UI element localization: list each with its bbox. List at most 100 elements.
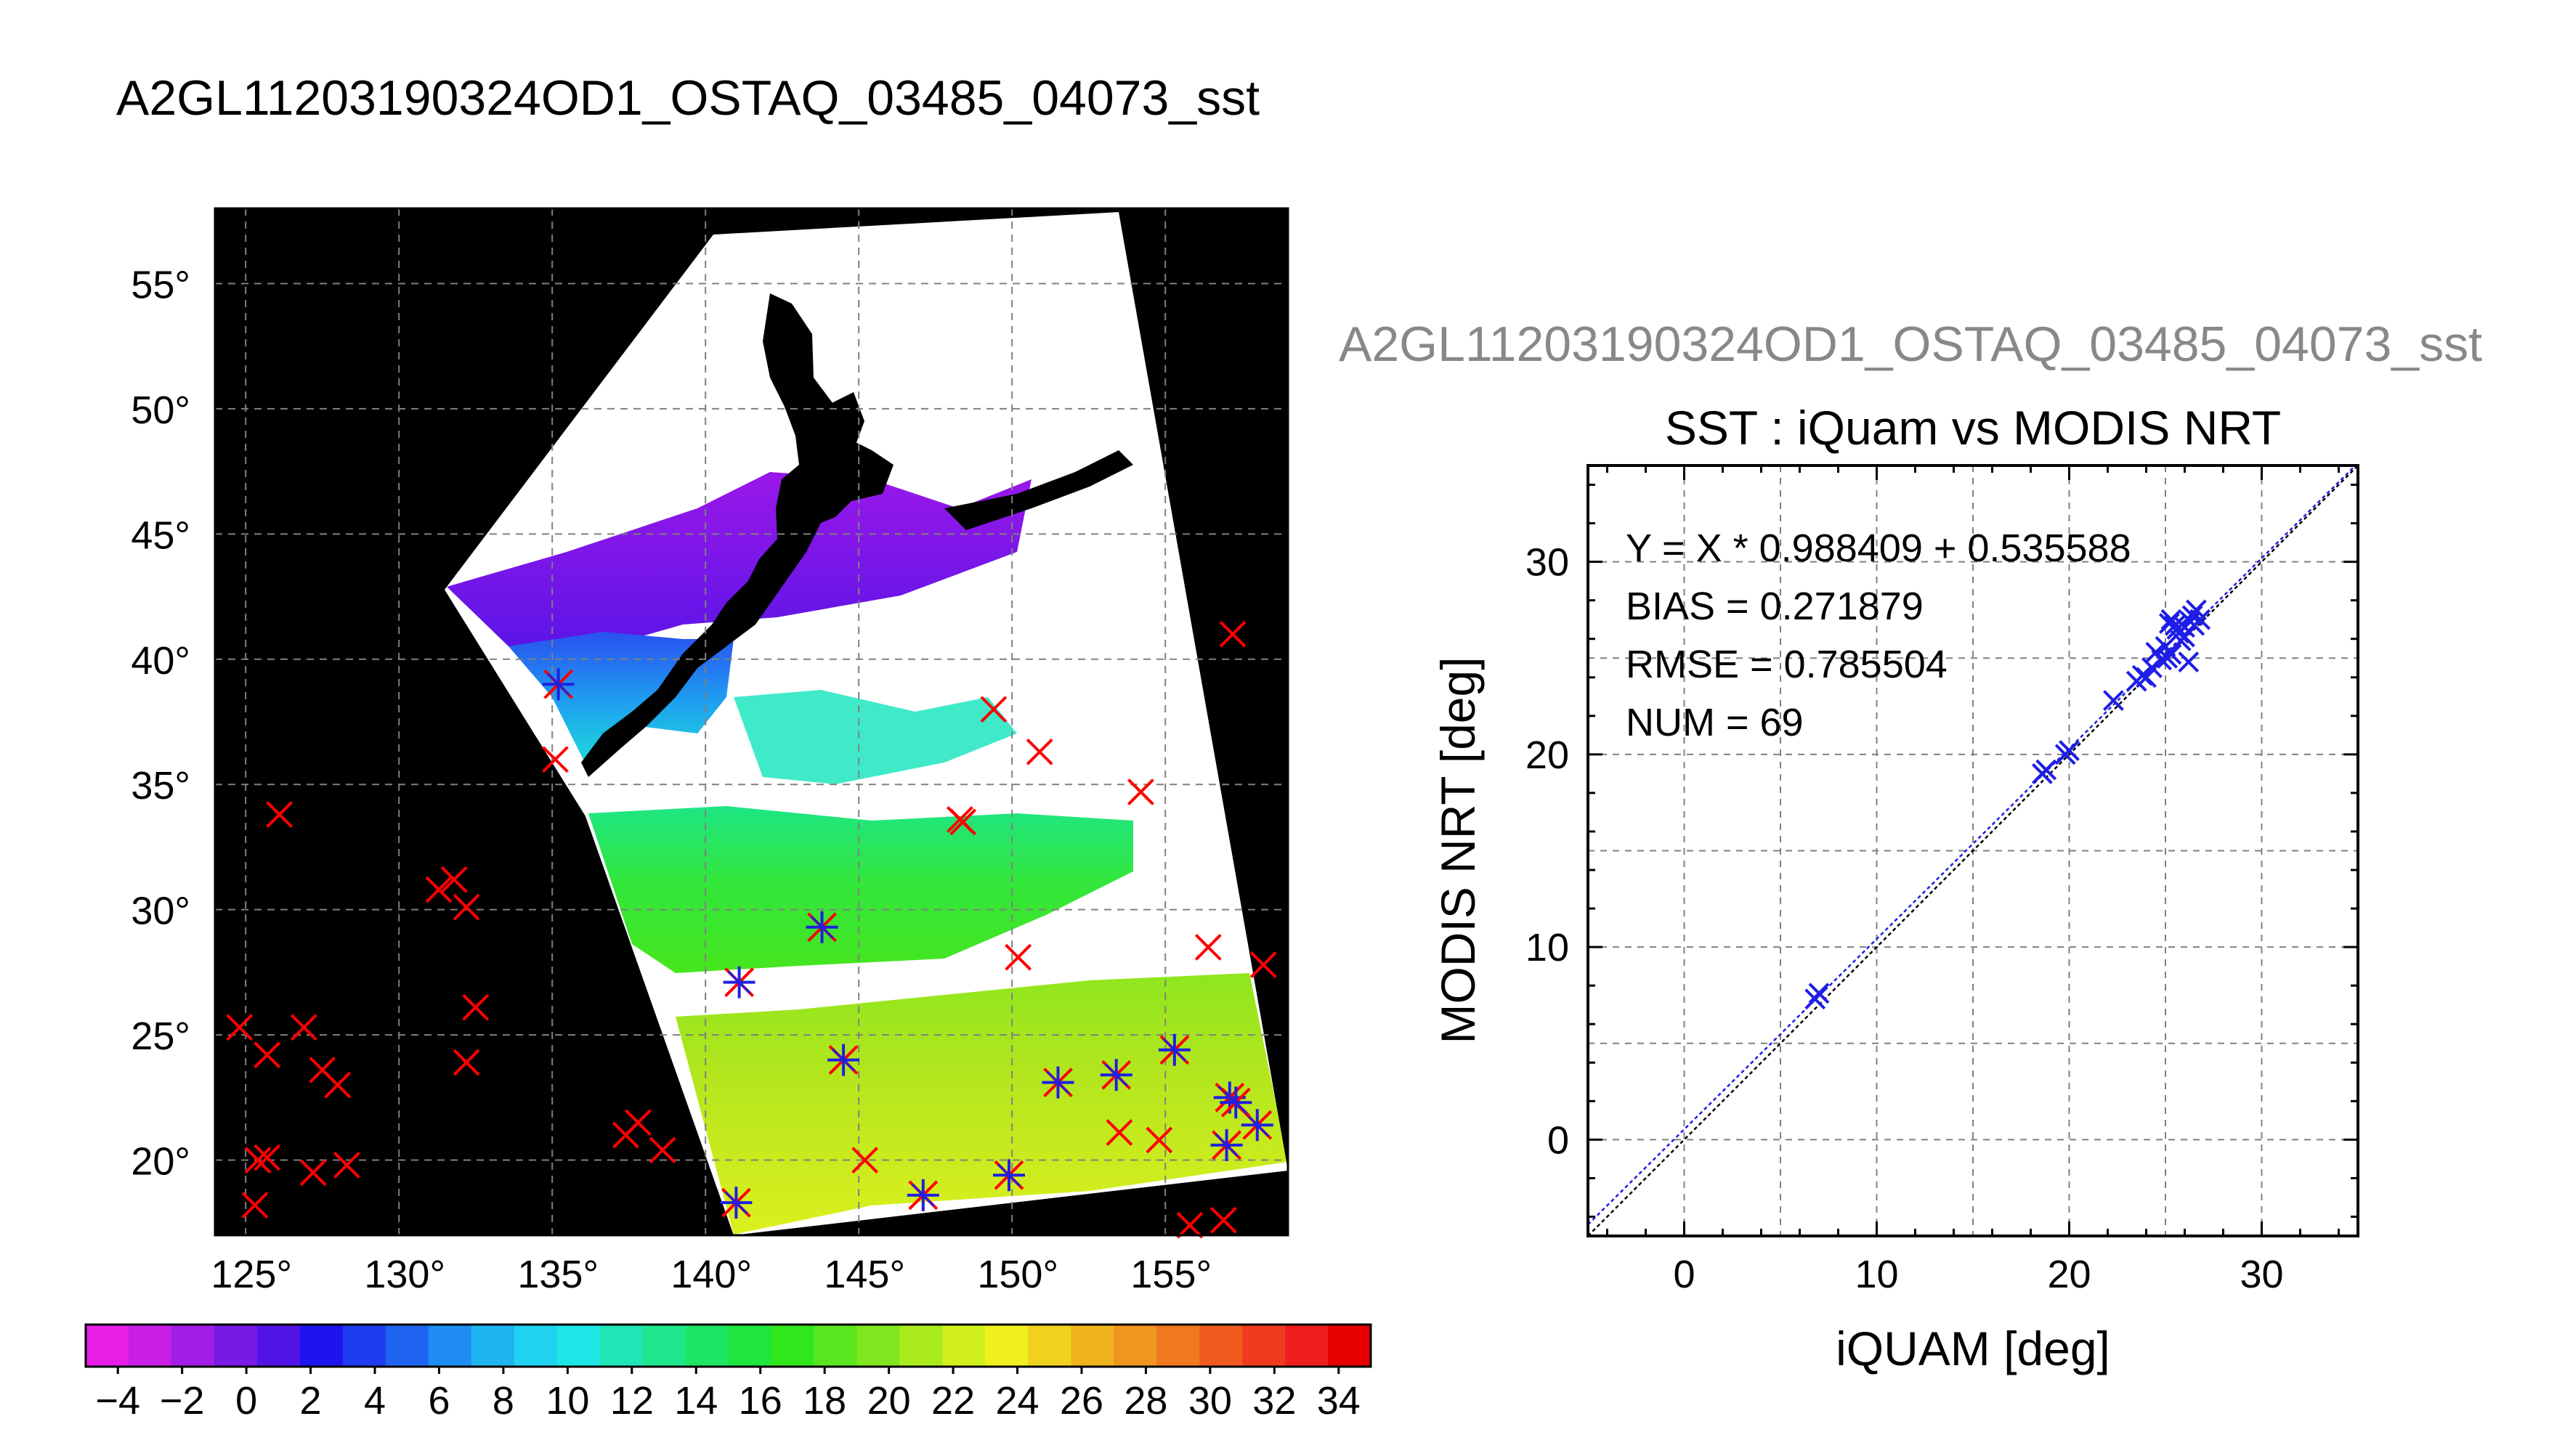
colorbar-label: 34	[1317, 1379, 1361, 1423]
iquam-obs-marker	[241, 1192, 269, 1219]
scatter-point-stroke	[2151, 649, 2173, 671]
scatter-title: SST : iQuam vs MODIS NRT	[1665, 401, 2281, 455]
colorbar-cell	[1328, 1325, 1371, 1367]
iquam-obs-marker	[1005, 943, 1032, 971]
colorbar: −4 −2 0 2 4 6 8 10 12 14 16 18 20 22 24 26 28 30 32 34	[84, 1323, 1372, 1423]
iquam-obs-marker	[949, 808, 977, 836]
colorbar-label: 12	[610, 1379, 654, 1423]
colorbar-cell	[856, 1325, 900, 1367]
colorbar-cell	[1285, 1325, 1329, 1367]
colorbar-label: 6	[428, 1379, 450, 1423]
matchup-marker-stroke	[810, 915, 834, 939]
iquam-obs-marker	[1026, 738, 1053, 765]
iquam-obs-marker	[1249, 951, 1277, 978]
colorbar-label: 10	[546, 1379, 589, 1423]
scatter-grid	[1588, 465, 2358, 1236]
iquam-obs-marker-stroke	[241, 1192, 269, 1219]
iquam-obs-marker	[266, 801, 293, 829]
scatter-point	[2189, 609, 2211, 630]
map-latitude-labels: 55° 50° 45° 40° 35° 30° 25° 20°	[131, 263, 190, 1183]
colorbar-label: 18	[803, 1379, 846, 1423]
scatter-point-stroke	[2189, 609, 2211, 630]
colorbar-label: 22	[931, 1379, 975, 1423]
iquam-obs-marker	[1106, 1119, 1133, 1147]
colorbar-label: 20	[867, 1379, 911, 1423]
colorbar-label: 0	[235, 1379, 257, 1423]
sst-zone-warm-yellow	[676, 973, 1288, 1235]
colorbar-label: −4	[95, 1379, 140, 1423]
iquam-obs-marker-stroke	[1026, 738, 1053, 765]
colorbar-label: 14	[674, 1379, 718, 1423]
matchup-marker	[720, 1187, 753, 1219]
iquam-obs-marker	[440, 866, 468, 893]
iquam-obs-marker-stroke	[425, 876, 453, 903]
scatter-point	[2151, 649, 2173, 671]
colorbar-cell	[1156, 1325, 1200, 1367]
scatter-header: A2GL11203190324OD1_OSTAQ_03485_04073_sst	[1339, 317, 2482, 372]
lat-tick-label: 45°	[131, 513, 190, 557]
lat-tick-label: 35°	[131, 764, 190, 808]
colorbar-cell	[771, 1325, 814, 1367]
scatter-ticks: 0 10 20 30 0 10 20 30	[1525, 465, 2358, 1296]
page-title: A2GL11203190324OD1_OSTAQ_03485_04073_sst	[116, 70, 1260, 126]
colorbar-cell	[342, 1325, 386, 1367]
colorbar-cell	[814, 1325, 857, 1367]
colorbar-label: −2	[160, 1379, 205, 1423]
colorbar-cell	[86, 1325, 129, 1367]
colorbar-cell	[214, 1325, 258, 1367]
scatter-point-stroke	[2035, 759, 2057, 781]
iquam-obs-marker-stroke	[244, 1147, 272, 1174]
iquam-obs-marker-stroke	[649, 1136, 676, 1164]
matchup-marker	[827, 1044, 860, 1076]
scatter-ylabel: MODIS NRT [deg]	[1431, 656, 1485, 1044]
iquam-obs-marker	[851, 1147, 879, 1174]
map-swath	[445, 212, 1288, 1235]
scatter-lines	[1588, 465, 2358, 1236]
colorbar-cell	[899, 1325, 943, 1367]
lon-tick-label: 145°	[824, 1253, 905, 1296]
map-frame	[214, 207, 1289, 1237]
land-kuril-chain	[944, 450, 1133, 530]
iquam-obs-marker	[254, 1144, 281, 1171]
colorbar-cell	[299, 1325, 344, 1367]
identity-line	[1588, 465, 2358, 1236]
iquam-obs-marker	[324, 1071, 352, 1099]
colorbar-cell	[1199, 1325, 1243, 1367]
colorbar-label: 16	[739, 1379, 782, 1423]
iquam-obs-marker	[453, 893, 480, 921]
iquam-obs-marker	[624, 1109, 652, 1136]
colorbar-cell	[514, 1325, 558, 1367]
iquam-obs-marker-stroke	[1146, 1126, 1173, 1154]
iquam-obs-marker-stroke	[1194, 933, 1222, 961]
iquam-obs-marker	[462, 993, 490, 1021]
colorbar-cells	[86, 1325, 1371, 1367]
matchup-marker	[1158, 1033, 1191, 1066]
map-markers	[226, 620, 1277, 1239]
scatter-point-stroke	[2160, 643, 2182, 665]
scatter-point-stroke	[2178, 651, 2200, 672]
colorbar-cell	[471, 1325, 515, 1367]
scatter-point-stroke	[1808, 983, 1830, 1004]
iquam-obs-marker-stroke	[462, 993, 490, 1021]
scatter-point	[2103, 690, 2124, 712]
colorbar-cell	[1028, 1325, 1071, 1367]
colorbar-cell	[728, 1325, 771, 1367]
iquam-obs-marker	[649, 1136, 676, 1164]
iquam-obs-marker-stroke	[333, 1152, 360, 1179]
scatter-point	[2178, 651, 2200, 672]
matchup-marker-stroke	[997, 1163, 1021, 1187]
iquam-obs-marker	[244, 1147, 272, 1174]
iquam-obs-marker	[1146, 1126, 1173, 1154]
scatter-xtick-label: 20	[2047, 1253, 2091, 1296]
matchup-marker	[723, 966, 755, 999]
scatter-xtick-label: 0	[1673, 1253, 1695, 1296]
lat-tick-label: 20°	[131, 1140, 190, 1184]
stat-bias: BIAS = 0.271879	[1626, 585, 1924, 628]
matchup-marker	[542, 668, 575, 701]
lat-tick-label: 25°	[131, 1014, 190, 1058]
matchup-marker	[992, 1159, 1025, 1192]
iquam-obs-marker-stroke	[266, 801, 293, 829]
lat-tick-label: 30°	[131, 890, 190, 933]
stat-regression: Y = X * 0.988409 + 0.535588	[1626, 526, 2131, 570]
